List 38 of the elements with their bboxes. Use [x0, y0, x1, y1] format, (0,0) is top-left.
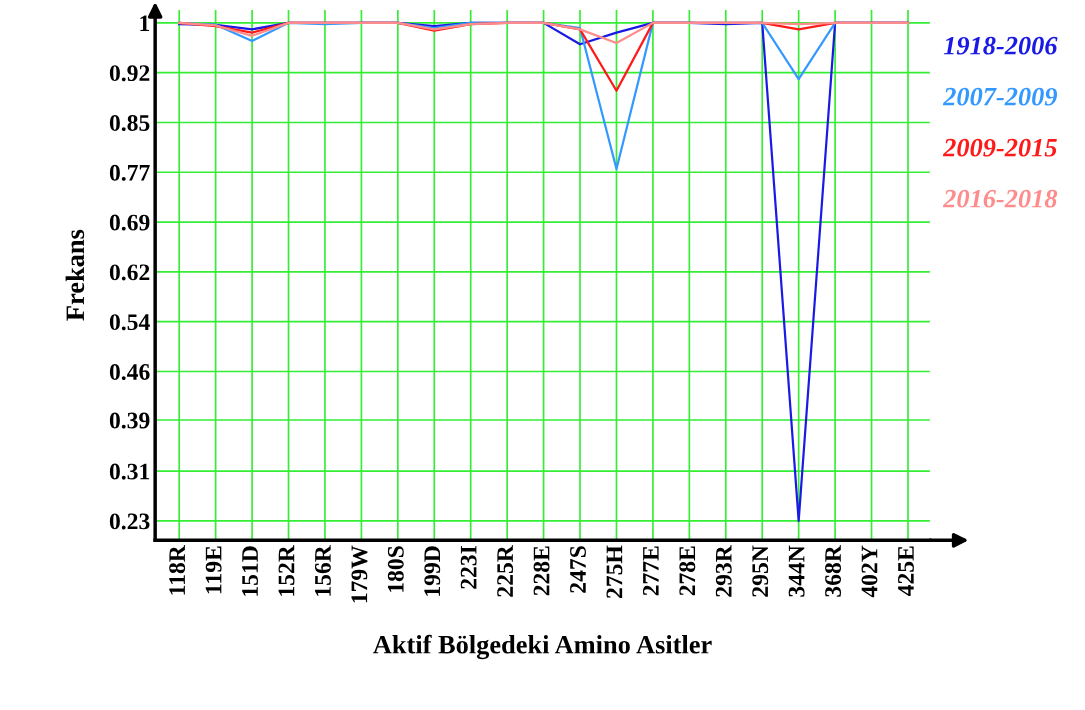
text: 2016-2018	[942, 189, 1058, 208]
x-tick-label: 344N	[788, 545, 805, 597]
x-tick-label: 278E	[679, 546, 696, 596]
x-tick-label: 118R	[169, 544, 186, 595]
x-tick-label: 425E	[898, 546, 914, 597]
x-tick-label: 368R	[825, 544, 842, 597]
y-tick-label: 0.92	[109, 65, 150, 82]
x-tick-label: 277E	[642, 546, 659, 596]
x-tick-label: 152R	[278, 544, 295, 596]
x-tick-label: 156R	[315, 544, 331, 596]
y-tick-label: 1	[140, 15, 150, 32]
x-tick-label: 225R	[497, 544, 514, 597]
y-tick-label: 0.31	[109, 463, 150, 480]
x-tick-label: 180S	[387, 546, 404, 592]
x-tick-label: 402Y	[861, 545, 878, 598]
y-tick-label: 0.85	[109, 114, 150, 132]
y-tick-label: 0.77	[109, 164, 150, 181]
y-axis-title: Frekans	[65, 229, 85, 321]
x-tick-label: 151D	[242, 546, 258, 596]
y-tick-label: 0.54	[109, 314, 150, 331]
x-tick-label: 179W	[351, 545, 368, 603]
series-label: 1918-2006	[943, 36, 1058, 55]
y-tick-label: 0.46	[109, 363, 150, 381]
text: 2009-2015	[942, 138, 1057, 157]
y-tick-label: 0.62	[109, 264, 150, 281]
x-tick-label: 275H	[606, 545, 623, 598]
x-tick-label: 223I	[460, 545, 477, 589]
x-axis-title: Aktif Bölgedeki Amino Asitler	[373, 634, 712, 660]
text: 2007-2009	[942, 87, 1058, 106]
x-tick-label: 247S	[570, 546, 586, 593]
x-tick-label: 295N	[752, 545, 769, 597]
x-tick-label: 228E	[533, 546, 550, 596]
x-tick-label: 293R	[715, 544, 732, 597]
x-tick-label: 199D	[424, 546, 441, 596]
y-tick-label: 0.39	[109, 412, 150, 429]
y-tick-label: 0.23	[109, 513, 150, 530]
y-tick-label: 0.69	[109, 214, 150, 231]
x-tick-label: 119E	[205, 546, 222, 594]
